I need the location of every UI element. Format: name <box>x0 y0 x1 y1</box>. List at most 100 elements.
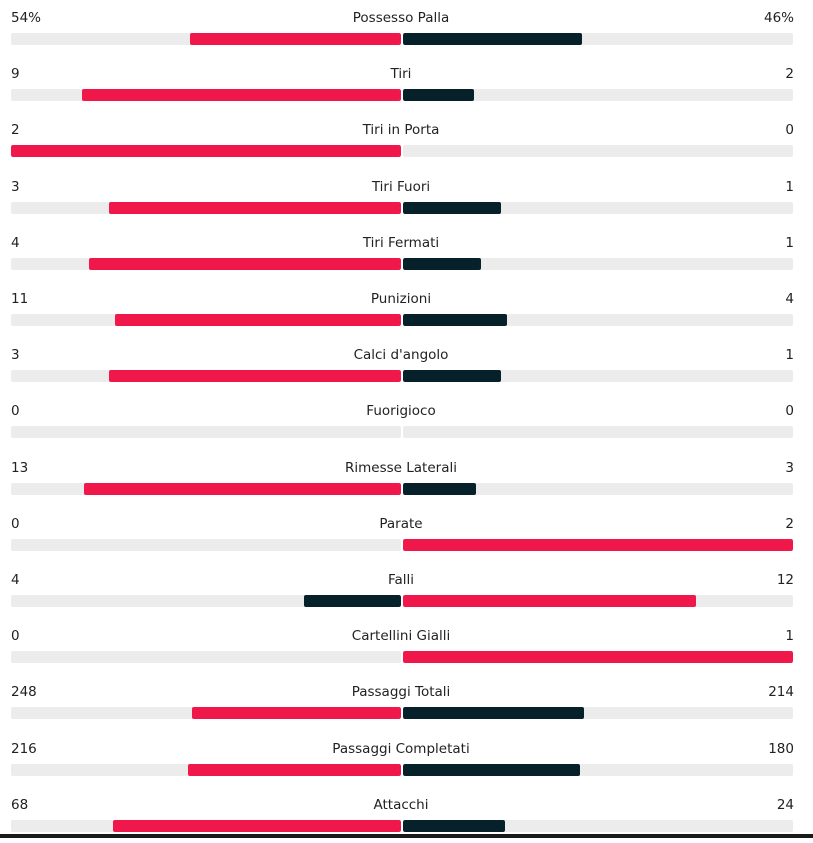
away-bar-track <box>403 426 793 439</box>
home-bar-track <box>11 819 401 832</box>
home-bar-track <box>11 763 401 776</box>
away-bar-track <box>403 89 793 102</box>
stat-row-total-passes: 248 Passaggi Totali 214 <box>0 674 813 730</box>
stat-row-offsides: 0 Fuorigioco 0 <box>0 393 813 449</box>
away-value: 12 <box>776 572 794 588</box>
home-bar-fill <box>84 482 401 495</box>
away-bar-track <box>403 595 793 607</box>
stat-row-attacks: 68 Attacchi 24 <box>0 787 813 843</box>
home-value: 0 <box>11 403 20 420</box>
away-bar-fill <box>403 819 505 832</box>
home-bar-track <box>11 257 401 270</box>
home-bar-track <box>11 370 401 383</box>
stat-label: Passaggi Completati <box>332 740 470 757</box>
home-bar-track <box>11 89 401 102</box>
away-bar-fill <box>403 257 481 270</box>
stat-label: Possesso Palla <box>352 10 450 26</box>
stat-row-yellow-cards: 0 Cartellini Gialli 1 <box>0 618 813 674</box>
away-bar-fill <box>403 201 501 214</box>
stat-label: Tiri <box>390 66 412 83</box>
stat-row-throw-ins: 13 Rimesse Laterali 3 <box>0 450 813 506</box>
away-bar-track <box>403 257 793 270</box>
home-value: 9 <box>11 66 20 83</box>
home-value: 0 <box>11 628 20 645</box>
away-bar-track <box>403 819 793 832</box>
stat-row-shots-on-target: 2 Tiri in Porta 0 <box>0 112 813 168</box>
away-bar-track <box>403 482 793 495</box>
home-bar-fill <box>108 370 401 383</box>
away-bar-fill <box>403 89 474 102</box>
stat-label: Parate <box>379 515 423 532</box>
stat-label: Tiri Fuori <box>371 178 431 195</box>
bottom-divider <box>0 834 813 838</box>
away-value: 0 <box>785 122 794 139</box>
stat-label: Rimesse Laterali <box>345 459 457 476</box>
away-bar-fill <box>403 538 793 551</box>
away-value: 2 <box>785 66 794 83</box>
stat-row-blocked-shots: 4 Tiri Fermati 1 <box>0 225 813 281</box>
away-bar-fill <box>403 314 507 326</box>
stat-label: Tiri in Porta <box>362 122 440 139</box>
home-value: 4 <box>11 234 20 251</box>
away-value: 1 <box>785 178 794 195</box>
stat-label: Cartellini Gialli <box>351 628 451 645</box>
away-bar-fill <box>403 33 583 45</box>
away-value: 0 <box>785 403 794 420</box>
home-bar-fill <box>112 819 401 832</box>
away-bar-track <box>403 370 793 383</box>
home-bar-fill <box>190 33 401 45</box>
home-value: 2 <box>11 122 20 139</box>
away-value: 4 <box>785 291 794 307</box>
away-value: 1 <box>785 347 794 364</box>
away-value: 1 <box>785 234 794 251</box>
home-bar-track <box>11 314 401 326</box>
away-value: 180 <box>768 740 794 757</box>
away-bar-fill <box>403 595 696 607</box>
stat-label: Falli <box>387 572 415 588</box>
home-value: 68 <box>11 796 29 813</box>
home-bar-track <box>11 33 401 45</box>
away-bar-track <box>403 314 793 326</box>
home-bar-track <box>11 538 401 551</box>
stat-row-corners: 3 Calci d'angolo 1 <box>0 337 813 393</box>
away-bar-track <box>403 651 793 664</box>
home-bar-fill <box>108 201 401 214</box>
home-value: 0 <box>11 515 20 532</box>
home-bar-fill <box>11 145 401 158</box>
home-value: 54% <box>11 10 42 26</box>
home-bar-track <box>11 651 401 664</box>
home-bar-fill <box>115 314 401 326</box>
stat-row-shots: 9 Tiri 2 <box>0 56 813 112</box>
home-bar-fill <box>188 763 401 776</box>
away-bar-track <box>403 145 793 158</box>
home-bar-track <box>11 145 401 158</box>
away-value: 46% <box>763 10 794 26</box>
stat-label: Punizioni <box>370 291 432 307</box>
away-value: 2 <box>785 515 794 532</box>
home-bar-fill <box>191 707 401 720</box>
away-bar-fill <box>403 763 581 776</box>
stat-label: Attacchi <box>373 796 429 813</box>
stat-row-saves: 0 Parate 2 <box>0 506 813 562</box>
home-value: 216 <box>11 740 37 757</box>
stat-label: Tiri Fermati <box>362 234 440 251</box>
away-bar-fill <box>403 651 793 664</box>
home-value: 4 <box>11 572 20 588</box>
away-bar-track <box>403 763 793 776</box>
away-bar-track <box>403 538 793 551</box>
home-bar-fill <box>81 89 401 102</box>
home-value: 3 <box>11 178 20 195</box>
home-bar-fill <box>89 257 401 270</box>
home-value: 248 <box>11 684 37 701</box>
away-bar-track <box>403 33 793 45</box>
away-bar-fill <box>403 370 501 383</box>
away-bar-track <box>403 201 793 214</box>
stat-row-fouls: 4 Falli 12 <box>0 562 813 618</box>
away-value: 1 <box>785 628 794 645</box>
away-bar-track <box>403 707 793 720</box>
stat-row-possession: 54% Possesso Palla 46% <box>0 0 813 56</box>
away-value: 3 <box>785 459 794 476</box>
stat-label: Passaggi Totali <box>351 684 451 701</box>
stat-row-completed-passes: 216 Passaggi Completati 180 <box>0 731 813 787</box>
home-bar-track <box>11 201 401 214</box>
